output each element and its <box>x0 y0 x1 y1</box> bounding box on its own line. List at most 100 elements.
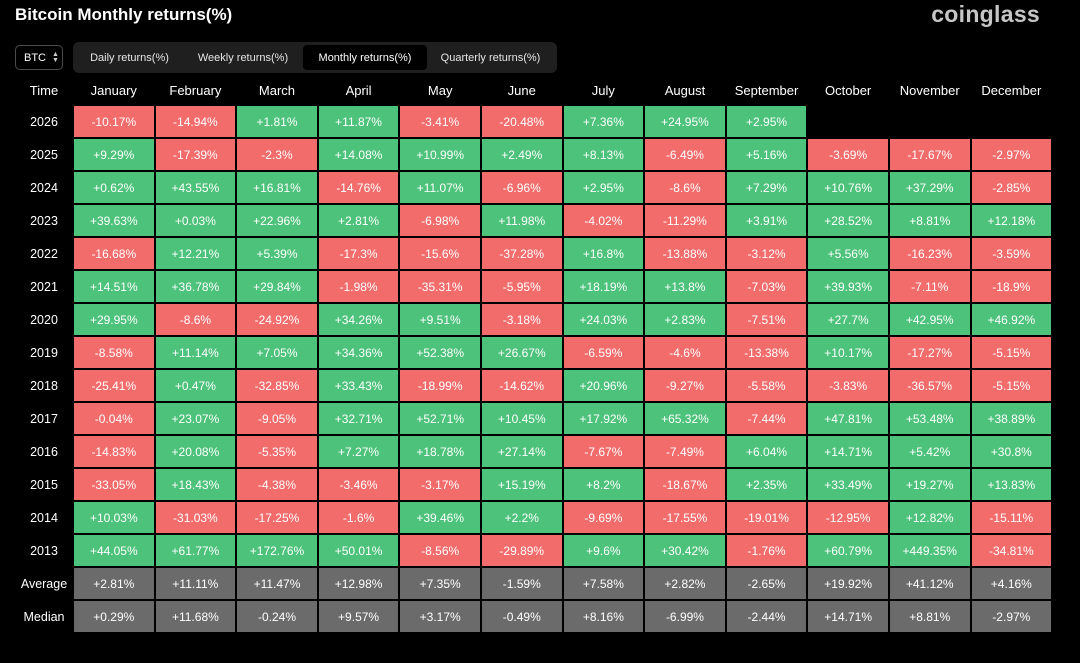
return-cell: +39.93% <box>808 271 888 302</box>
return-cell: +15.19% <box>481 469 562 500</box>
return-cell: +7.29% <box>726 172 807 203</box>
return-cell: -9.05% <box>237 403 317 434</box>
year-label: 2022 <box>30 246 58 261</box>
return-cell: -17.67% <box>889 139 970 170</box>
return-cell <box>808 106 888 137</box>
return-cell: +16.8% <box>563 238 644 269</box>
return-cell: +7.05% <box>237 337 317 368</box>
return-cell: +17.92% <box>563 403 644 434</box>
return-cell: +24.95% <box>645 106 725 137</box>
return-cell: -5.95% <box>481 271 562 302</box>
return-cell: -14.83% <box>74 436 154 467</box>
return-cell: +2.49% <box>481 139 562 170</box>
brand-logo: coinglass <box>931 1 1040 27</box>
return-cell: +0.47% <box>155 370 236 401</box>
return-cell: -3.59% <box>971 238 1052 269</box>
return-cell: -2.85% <box>971 172 1052 203</box>
return-cell: +2.81% <box>318 205 399 236</box>
return-cell: -8.58% <box>74 337 154 368</box>
asset-select[interactable]: BTC ▲ ▼ <box>15 45 63 70</box>
return-cell: +6.04% <box>726 436 807 467</box>
return-cell: +43.55% <box>155 172 236 203</box>
column-header: March <box>258 82 296 98</box>
return-cell: +16.81% <box>237 172 317 203</box>
column-header: May <box>427 82 453 98</box>
return-cell <box>972 106 1052 137</box>
tab-weekly-returns[interactable]: Weekly returns(%) <box>197 51 289 64</box>
return-cell: -3.41% <box>400 106 480 137</box>
return-cell: +3.91% <box>726 205 807 236</box>
return-cell: +61.77% <box>155 535 236 566</box>
return-cell: -4.38% <box>237 469 317 500</box>
table-row: 2018 -25.41% +0.47% -32.85% +33.43% -18.99% -1… <box>16 370 1052 401</box>
column-header: Time <box>29 82 59 98</box>
return-cell: +11.47% <box>237 568 317 599</box>
return-cell: -36.57% <box>889 370 970 401</box>
return-cell: -35.31% <box>400 271 480 302</box>
table-header-row: Time January February March April May June July… <box>16 76 1051 104</box>
return-cell: -7.11% <box>889 271 970 302</box>
return-cell: +7.58% <box>563 568 644 599</box>
return-cell: -33.05% <box>74 469 154 500</box>
table-row: 2025 +9.29% -17.39% -2.3% +14.08% +10.99% +2.4… <box>16 139 1052 170</box>
return-cell: +8.81% <box>889 205 970 236</box>
return-cell: -7.49% <box>645 436 725 467</box>
return-cell: -1.6% <box>318 502 399 533</box>
return-cell: +10.45% <box>481 403 562 434</box>
return-cell: -15.11% <box>971 502 1052 533</box>
return-cell: -0.49% <box>481 601 562 632</box>
return-cell: +2.2% <box>481 502 562 533</box>
return-cell: +18.78% <box>400 436 480 467</box>
return-cell: +36.78% <box>155 271 236 302</box>
return-cell: -25.41% <box>74 370 154 401</box>
return-cell: -2.65% <box>726 568 807 599</box>
return-cell: -13.38% <box>726 337 807 368</box>
year-label: 2019 <box>30 345 58 360</box>
return-cell: +19.27% <box>889 469 970 500</box>
return-cell: -1.76% <box>726 535 807 566</box>
year-label: 2021 <box>30 279 58 294</box>
return-cell: -2.97% <box>971 139 1052 170</box>
year-label: 2026 <box>30 114 58 129</box>
column-header: July <box>591 82 615 98</box>
return-cell: +14.71% <box>808 601 888 632</box>
return-cell: -3.46% <box>318 469 399 500</box>
return-cell: +11.68% <box>155 601 236 632</box>
return-cell: +32.71% <box>318 403 399 434</box>
return-cell: -17.3% <box>318 238 399 269</box>
column-header: October <box>825 82 872 98</box>
return-cell: +5.56% <box>808 238 888 269</box>
return-cell: -20.48% <box>481 106 562 137</box>
table-row: 2014 +10.03% -31.03% -17.25% -1.6% +39.46% +2.… <box>16 502 1052 533</box>
return-cell: +11.98% <box>481 205 562 236</box>
return-cell: +39.46% <box>400 502 480 533</box>
return-cell: +47.81% <box>808 403 888 434</box>
return-cell: +8.81% <box>889 601 970 632</box>
return-cell: +449.35% <box>889 535 970 566</box>
year-label: 2025 <box>30 147 58 162</box>
return-cell: +13.83% <box>971 469 1052 500</box>
return-cell: -31.03% <box>155 502 236 533</box>
return-cell: -3.17% <box>400 469 480 500</box>
return-cell: +23.07% <box>155 403 236 434</box>
return-cell: +52.38% <box>400 337 480 368</box>
return-cell: +27.7% <box>808 304 888 335</box>
column-header: June <box>507 82 536 98</box>
tab-monthly-returns[interactable]: Monthly returns(%) <box>303 45 427 70</box>
year-label: 2013 <box>30 543 58 558</box>
return-cell: -6.59% <box>563 337 644 368</box>
return-cell: -6.49% <box>645 139 725 170</box>
tab-quarterly-returns[interactable]: Quarterly returns(%) <box>440 51 541 64</box>
column-header: January <box>90 82 137 98</box>
asset-select-value: BTC <box>24 51 46 64</box>
return-cell: +2.95% <box>726 106 807 137</box>
tab-daily-returns[interactable]: Daily returns(%) <box>90 51 169 64</box>
column-header: September <box>734 82 799 98</box>
year-label: 2023 <box>30 213 58 228</box>
return-cell: +2.81% <box>74 568 154 599</box>
return-cell: +18.43% <box>155 469 236 500</box>
return-cell: +26.67% <box>481 337 562 368</box>
return-cell: -24.92% <box>237 304 317 335</box>
return-cell: -5.35% <box>237 436 317 467</box>
summary-row: Average +2.81% +11.11% +11.47% +12.98% +7.35%… <box>16 568 1052 599</box>
